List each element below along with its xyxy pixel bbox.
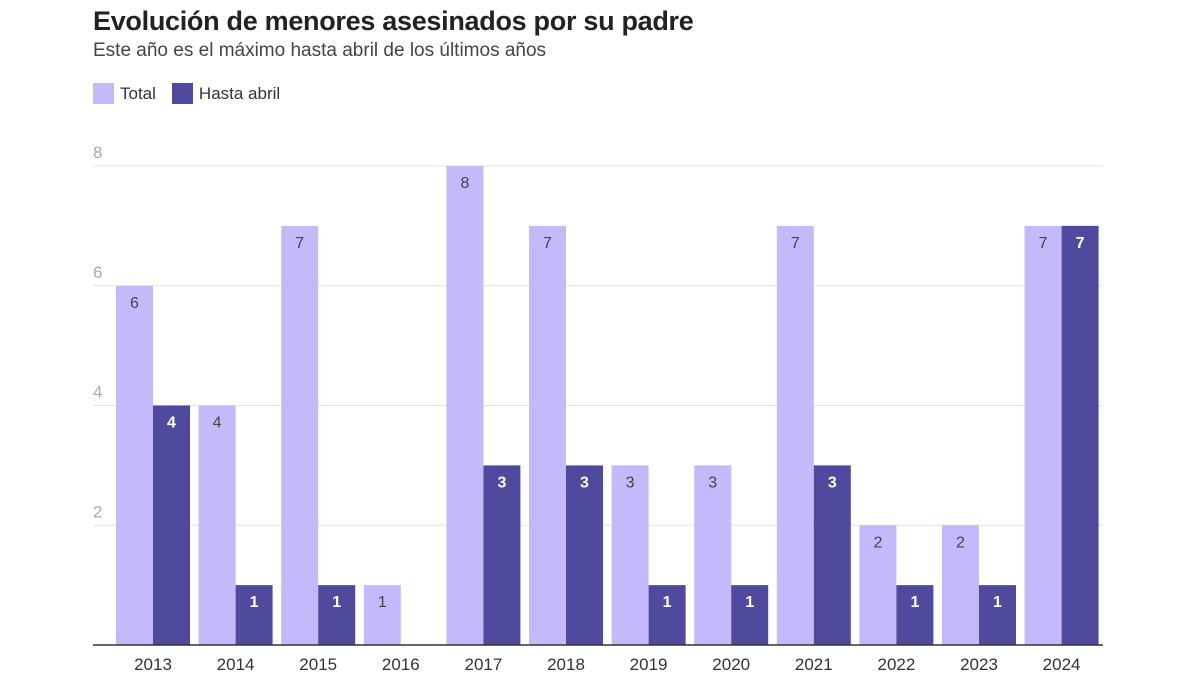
data-label: 7 <box>295 235 304 252</box>
data-label: 1 <box>378 594 387 611</box>
bar <box>483 465 521 645</box>
data-label: 7 <box>1039 235 1048 252</box>
legend-label-hasta-abril: Hasta abril <box>198 83 281 103</box>
data-label: 7 <box>791 235 800 252</box>
y-tick-label: 4 <box>93 383 102 402</box>
y-tick-label: 2 <box>93 502 102 521</box>
bar <box>318 585 356 645</box>
data-label: 4 <box>213 415 222 432</box>
legend-item-hasta-abril: Hasta abril <box>171 83 281 104</box>
x-tick-label: 2024 <box>1043 655 1081 674</box>
y-tick-label: 6 <box>93 263 102 282</box>
bar <box>153 405 190 645</box>
bar <box>859 525 897 645</box>
data-label: 2 <box>873 534 882 551</box>
legend-swatch-total <box>93 83 114 104</box>
chart-title: Evolución de menores asesinados por su p… <box>93 6 694 36</box>
data-label: 3 <box>497 474 506 491</box>
x-tick-label: 2016 <box>382 655 420 674</box>
bar <box>116 285 153 645</box>
data-label: 6 <box>130 295 139 312</box>
legend-label-total: Total <box>120 83 156 103</box>
bar <box>363 585 401 645</box>
x-tick-label: 2017 <box>464 655 502 674</box>
data-label: 8 <box>460 175 469 192</box>
bar <box>566 465 603 645</box>
y-tick-label: 8 <box>93 143 102 162</box>
bar <box>1061 225 1099 645</box>
data-label: 1 <box>663 594 672 611</box>
legend: Total Hasta abril <box>93 83 280 104</box>
data-label: 3 <box>626 474 635 491</box>
data-label: 3 <box>708 474 717 491</box>
data-label: 2 <box>956 534 965 551</box>
bar <box>529 225 566 645</box>
x-tick-label: 2022 <box>877 655 915 674</box>
x-tick-label: 2013 <box>134 655 172 674</box>
bar <box>611 465 649 645</box>
data-label: 1 <box>250 594 259 611</box>
bar <box>813 465 851 645</box>
legend-swatch-hasta-abril <box>171 83 193 104</box>
bar <box>1024 225 1062 645</box>
chart-subtitle: Este año es el máximo hasta abril de los… <box>93 40 547 61</box>
x-tick-label: 2021 <box>795 655 833 674</box>
x-tick-label: 2019 <box>630 655 668 674</box>
data-label: 1 <box>745 594 754 611</box>
x-tick-label: 2015 <box>299 655 337 674</box>
data-label: 1 <box>332 594 341 611</box>
data-label: 7 <box>543 235 552 252</box>
data-label: 1 <box>993 594 1002 611</box>
bar <box>942 525 979 645</box>
bar <box>694 465 732 645</box>
bar <box>979 585 1016 645</box>
bar <box>446 166 484 645</box>
legend-item-total: Total <box>93 83 156 104</box>
x-tick-label: 2023 <box>960 655 998 674</box>
x-tick-label: 2014 <box>217 655 255 674</box>
data-label: 1 <box>910 594 919 611</box>
data-label: 3 <box>580 474 589 491</box>
bar <box>235 585 273 645</box>
bar <box>648 585 686 645</box>
x-tick-label: 2018 <box>547 655 585 674</box>
bar <box>198 405 236 645</box>
bar <box>776 225 814 645</box>
bar <box>281 225 319 645</box>
bar <box>731 585 769 645</box>
bar <box>896 585 934 645</box>
x-tick-label: 2020 <box>712 655 750 674</box>
data-label: 3 <box>828 474 837 491</box>
data-label: 7 <box>1076 235 1085 252</box>
data-label: 4 <box>167 415 176 432</box>
